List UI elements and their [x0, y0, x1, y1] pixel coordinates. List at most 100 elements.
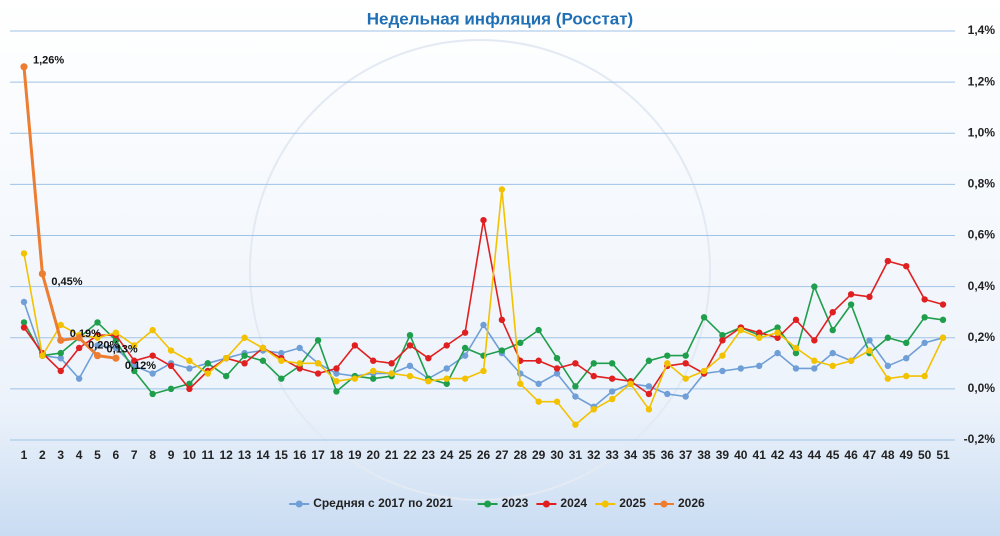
point	[866, 337, 873, 344]
point	[425, 355, 432, 362]
x-tick-label: 17	[311, 448, 325, 462]
value-label: 1,26%	[33, 55, 64, 67]
x-tick-label: 9	[168, 448, 175, 462]
point	[186, 385, 193, 393]
x-tick-label: 20	[367, 448, 381, 462]
point	[756, 329, 763, 336]
point	[94, 334, 101, 341]
point	[370, 367, 377, 375]
point	[20, 250, 28, 257]
point	[903, 372, 910, 380]
x-tick-label: 27	[495, 448, 509, 462]
x-tick-label: 14	[256, 448, 270, 462]
x-tick-label: 19	[348, 448, 362, 462]
point	[38, 270, 46, 278]
point	[498, 316, 506, 324]
point	[572, 393, 579, 400]
point	[939, 334, 947, 341]
point	[700, 367, 708, 375]
point	[737, 326, 745, 334]
point	[792, 316, 800, 324]
point	[149, 370, 156, 377]
x-tick-label: 33	[605, 448, 619, 462]
point	[20, 319, 28, 326]
x-tick-label: 13	[238, 448, 252, 462]
point	[903, 355, 910, 362]
point	[792, 365, 800, 372]
point	[774, 349, 781, 357]
point	[517, 339, 524, 347]
point	[222, 355, 230, 362]
legend-label: 2026	[678, 496, 705, 510]
point	[112, 354, 120, 362]
point	[480, 216, 487, 224]
point	[39, 352, 46, 359]
x-tick-label: 32	[587, 448, 601, 462]
point	[517, 380, 524, 387]
point	[774, 324, 781, 331]
point	[278, 357, 285, 364]
point	[829, 308, 836, 316]
point	[241, 360, 248, 367]
point	[847, 301, 855, 308]
point	[351, 342, 359, 349]
point	[296, 365, 303, 372]
x-tick-label: 49	[900, 448, 914, 462]
x-tick-label: 34	[624, 448, 638, 462]
point	[57, 321, 64, 329]
x-tick-label: 36	[661, 448, 675, 462]
point	[847, 357, 855, 364]
point	[884, 375, 892, 382]
y-tick-label: 0,4%	[968, 279, 996, 293]
point	[149, 390, 156, 398]
point	[664, 352, 671, 359]
point	[461, 375, 469, 382]
point	[75, 375, 83, 382]
point	[700, 314, 708, 321]
point	[884, 362, 892, 370]
point	[406, 372, 414, 380]
x-tick-label: 24	[440, 448, 454, 462]
y-tick-label: 1,4%	[968, 23, 996, 37]
point	[94, 342, 101, 349]
point	[204, 370, 211, 377]
point	[829, 349, 836, 357]
point	[921, 372, 928, 380]
point	[167, 385, 175, 393]
point	[774, 329, 781, 336]
point	[811, 337, 818, 344]
point	[388, 360, 395, 367]
point	[20, 298, 28, 306]
point	[112, 344, 120, 352]
point	[388, 370, 395, 377]
x-tick-label: 12	[220, 448, 234, 462]
point	[921, 339, 928, 347]
point	[921, 314, 928, 321]
point	[314, 337, 322, 344]
point	[553, 398, 561, 405]
x-tick-label: 31	[569, 448, 583, 462]
point	[737, 365, 745, 372]
x-tick-label: 39	[716, 448, 730, 462]
legend-swatch	[484, 500, 492, 508]
point	[314, 370, 322, 377]
point	[645, 390, 653, 398]
point	[351, 375, 359, 382]
legend-swatch	[542, 500, 550, 508]
point	[57, 367, 64, 375]
point	[884, 257, 892, 265]
point	[682, 393, 689, 400]
point	[75, 344, 83, 352]
point	[93, 352, 102, 360]
x-tick-label: 21	[385, 448, 399, 462]
legend: Средняя с 2017 по 2021 2023 2024 2025 2026	[289, 496, 705, 510]
point	[553, 355, 561, 362]
point	[608, 395, 616, 403]
legend-item: 2025	[595, 496, 646, 510]
point	[314, 360, 322, 367]
point	[590, 372, 597, 380]
point	[406, 362, 414, 370]
point	[167, 347, 175, 354]
